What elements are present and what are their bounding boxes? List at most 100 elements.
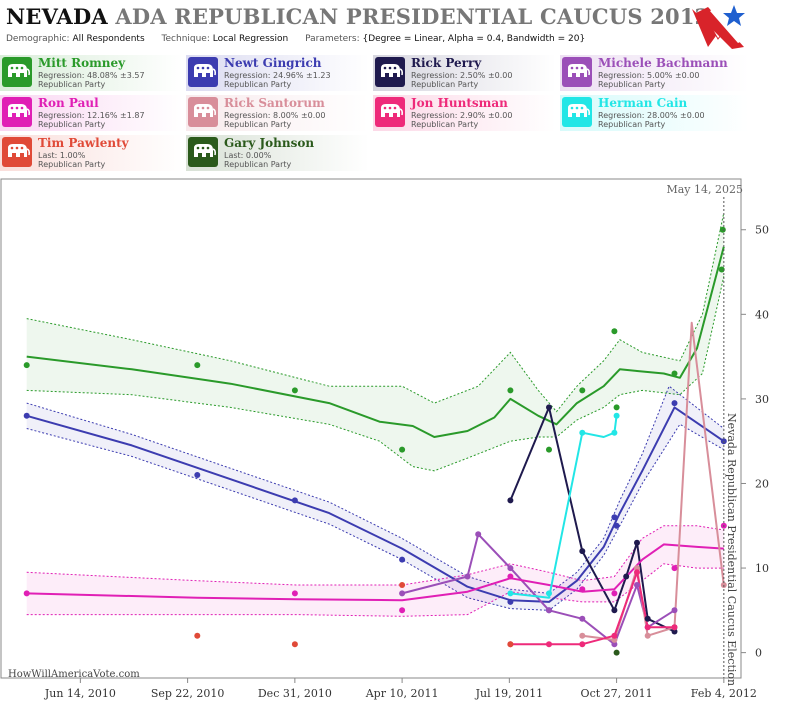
candidate-stat: Regression: 2.50% ±0.00 bbox=[411, 71, 513, 80]
candidate-name: Michele Bachmann bbox=[598, 56, 728, 70]
jon-huntsman-point bbox=[634, 569, 640, 576]
jon-huntsman-point bbox=[644, 624, 651, 631]
elephant-icon bbox=[188, 137, 218, 167]
candidate-stat: Last: 1.00% bbox=[38, 151, 86, 160]
jon-huntsman-point bbox=[579, 641, 586, 648]
herman-cain-point bbox=[546, 590, 552, 597]
candidate-stat: Last: 0.00% bbox=[224, 151, 272, 160]
jon-huntsman-point bbox=[546, 641, 552, 648]
newt-gingrich-point bbox=[613, 522, 620, 529]
mitt-romney-point bbox=[546, 446, 552, 453]
mitt-romney-point bbox=[719, 226, 726, 233]
x-tick-label: Feb 4, 2012 bbox=[691, 687, 757, 700]
michele-bachmann-point bbox=[579, 615, 586, 622]
michele-bachmann-point bbox=[475, 531, 482, 538]
candidate-tim-pawlenty[interactable]: Tim Pawlenty Last: 1.00% Republican Party bbox=[0, 135, 183, 171]
x-tick-label: Dec 31, 2010 bbox=[258, 687, 332, 700]
newt-gingrich-point bbox=[507, 598, 514, 605]
ron-paul-point bbox=[507, 573, 514, 580]
rick-perry-line bbox=[509, 406, 675, 633]
newt-gingrich-upper-bound bbox=[26, 385, 725, 594]
rick-perry-point bbox=[579, 548, 586, 555]
mitt-romney-point bbox=[194, 362, 201, 369]
candidate-name: Mitt Romney bbox=[38, 56, 126, 70]
header: NEVADA ADA REPUBLICAN PRESIDENTIAL CAUCU… bbox=[0, 0, 789, 52]
tim-pawlenty-point bbox=[399, 582, 406, 588]
candidate-stat: Regression: 48.08% ±3.57 bbox=[38, 71, 145, 80]
candidate-stat: Regression: 8.00% ±0.00 bbox=[224, 111, 326, 120]
x-tick-label: Apr 10, 2011 bbox=[365, 687, 439, 700]
candidate-newt-gingrich[interactable]: Newt Gingrich Regression: 24.96% ±1.23 Rep… bbox=[186, 55, 369, 91]
rick-perry-point bbox=[623, 573, 630, 580]
elephant-icon bbox=[375, 97, 405, 127]
newt-gingrich-point bbox=[611, 514, 618, 521]
candidate-party: Republican Party bbox=[224, 80, 292, 89]
candidate-stat: Regression: 24.96% ±1.23 bbox=[224, 71, 331, 80]
election-marker-label: Nevada Republican Presidential Caucus El… bbox=[725, 413, 738, 686]
ron-paul-line bbox=[26, 543, 724, 602]
candidate-rick-perry[interactable]: Rick Perry Regression: 2.50% ±0.00 Republi… bbox=[373, 55, 556, 91]
mitt-romney-point bbox=[718, 266, 725, 273]
technique-value: Local Regression bbox=[212, 34, 289, 44]
newt-gingrich-point bbox=[23, 412, 30, 419]
ron-paul-point bbox=[291, 590, 298, 597]
chart: 0 10 20 30 40 50 Jun 14, 2010 Sep 22, 2010 Dec 3… bbox=[0, 178, 769, 700]
rick-santorum-point bbox=[611, 636, 618, 643]
ron-paul-upper-bound bbox=[26, 525, 724, 586]
newt-gingrich-lower-bound bbox=[26, 423, 725, 611]
rick-santorum-point bbox=[579, 632, 586, 639]
newt-gingrich-point bbox=[194, 472, 201, 478]
x-tick-label: Sep 22, 2010 bbox=[151, 687, 225, 700]
y-tick-label: 40 bbox=[755, 308, 769, 321]
candidate-gary-johnson[interactable]: Gary Johnson Last: 0.00% Republican Party bbox=[186, 135, 369, 171]
mitt-romney-upper-bound bbox=[26, 212, 725, 413]
candidate-ron-paul[interactable]: Ron Paul Regression: 12.16% ±1.87 Republic… bbox=[0, 95, 183, 131]
gary-johnson-point bbox=[613, 649, 620, 656]
candidate-party: Republican Party bbox=[38, 160, 106, 169]
elephant-icon bbox=[2, 57, 32, 87]
candidate-name: Gary Johnson bbox=[224, 136, 315, 150]
tim-pawlenty-point bbox=[291, 641, 298, 648]
x-tick-label: Jun 14, 2010 bbox=[44, 687, 116, 700]
candidate-stat: Regression: 5.00% ±0.00 bbox=[598, 71, 700, 80]
ron-paul-point bbox=[23, 590, 30, 597]
mitt-romney-point bbox=[291, 387, 298, 394]
jon-huntsman-point bbox=[611, 632, 618, 639]
y-tick-label: 20 bbox=[755, 477, 769, 490]
date-label: May 14, 2025 bbox=[666, 183, 743, 196]
candidate-herman-cain[interactable]: Herman Cain Regression: 28.00% ±0.00 Repub… bbox=[560, 95, 749, 131]
herman-cain-point bbox=[579, 429, 586, 436]
candidate-name: Jon Huntsman bbox=[411, 96, 508, 110]
x-tick-label: Oct 27, 2011 bbox=[581, 687, 653, 700]
mitt-romney-point bbox=[23, 362, 30, 369]
candidate-name: Newt Gingrich bbox=[224, 56, 322, 70]
candidate-name: Herman Cain bbox=[598, 96, 688, 110]
rick-perry-point bbox=[671, 628, 678, 635]
candidate-party: Republican Party bbox=[598, 120, 666, 129]
herman-cain-point bbox=[507, 590, 514, 597]
ron-paul-point bbox=[611, 590, 618, 597]
jon-huntsman-point bbox=[671, 624, 678, 631]
watermark: HowWillAmericaVote.com bbox=[8, 669, 140, 680]
elephant-icon bbox=[188, 57, 218, 87]
elephant-icon bbox=[188, 97, 218, 127]
rick-santorum-point bbox=[634, 565, 640, 572]
candidate-name: Tim Pawlenty bbox=[38, 136, 129, 150]
candidate-name: Ron Paul bbox=[38, 96, 99, 110]
candidate-party: Republican Party bbox=[411, 120, 479, 129]
candidate-michele-bachmann[interactable]: Michele Bachmann Regression: 5.00% ±0.00 R… bbox=[560, 55, 749, 91]
ron-paul-point bbox=[399, 607, 406, 614]
michele-bachmann-point bbox=[507, 565, 514, 572]
michele-bachmann-point bbox=[399, 590, 406, 597]
candidate-mitt-romney[interactable]: Mitt Romney Regression: 48.08% ±3.57 Repub… bbox=[0, 55, 183, 91]
candidate-stat: Regression: 12.16% ±1.87 bbox=[38, 111, 145, 120]
rick-perry-point bbox=[634, 539, 640, 546]
plot-frame bbox=[0, 178, 742, 679]
candidate-rick-santorum[interactable]: Rick Santorum Regression: 8.00% ±0.00 Repu… bbox=[186, 95, 369, 131]
rick-perry-point bbox=[644, 615, 651, 622]
flag-logo bbox=[692, 5, 745, 49]
candidate-jon-huntsman[interactable]: Jon Huntsman Regression: 2.90% ±0.00 Repub… bbox=[373, 95, 556, 131]
ron-paul-point bbox=[579, 586, 586, 593]
mitt-romney-point bbox=[399, 446, 406, 453]
herman-cain-point bbox=[613, 412, 620, 419]
